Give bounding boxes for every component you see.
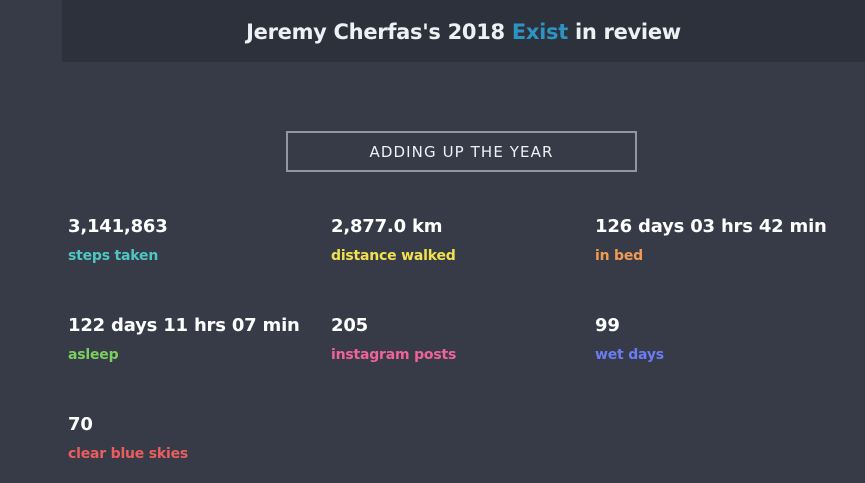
stat-label: wet days xyxy=(595,347,664,363)
page-title: Jeremy Cherfas's 2018 Exist in review xyxy=(246,20,681,44)
stat-asleep: 122 days 11 hrs 07 min asleep xyxy=(68,315,300,364)
stat-value: 2,877.0 km xyxy=(331,216,443,237)
stat-value: 3,141,863 xyxy=(68,216,168,237)
stat-distance: 2,877.0 km distance walked xyxy=(331,216,456,265)
stat-in-bed: 126 days 03 hrs 42 min in bed xyxy=(595,216,827,265)
title-prefix: Jeremy Cherfas's 2018 xyxy=(246,19,512,44)
section-heading: ADDING UP THE YEAR xyxy=(369,142,554,161)
stat-label: clear blue skies xyxy=(68,446,189,462)
section-heading-box: ADDING UP THE YEAR xyxy=(286,131,637,172)
stat-label: distance walked xyxy=(331,248,456,264)
stat-value: 126 days 03 hrs 42 min xyxy=(595,216,827,237)
stat-value: 70 xyxy=(68,414,93,435)
stat-label: in bed xyxy=(595,248,643,264)
stat-label: asleep xyxy=(68,347,119,363)
title-suffix: in review xyxy=(567,19,681,44)
stat-instagram: 205 instagram posts xyxy=(331,315,456,364)
brand-link[interactable]: Exist xyxy=(511,19,568,44)
stat-clear-skies: 70 clear blue skies xyxy=(68,414,188,463)
stat-value: 99 xyxy=(595,315,620,336)
stat-steps: 3,141,863 steps taken xyxy=(68,216,168,265)
stat-label: instagram posts xyxy=(331,347,457,363)
stat-value: 205 xyxy=(331,315,368,336)
page-header: Jeremy Cherfas's 2018 Exist in review xyxy=(62,0,865,62)
stat-value: 122 days 11 hrs 07 min xyxy=(68,315,300,336)
stat-wet-days: 99 wet days xyxy=(595,315,664,364)
stat-label: steps taken xyxy=(68,248,159,264)
